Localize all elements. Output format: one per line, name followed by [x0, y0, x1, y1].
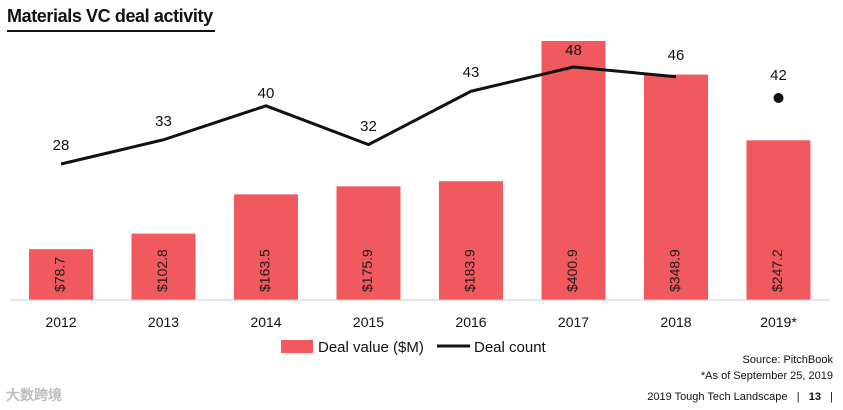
- bar-label-2012: $78.7: [52, 257, 68, 292]
- bar-label-2015: $175.9: [359, 249, 375, 292]
- legend: Deal value ($M) Deal count: [281, 339, 547, 356]
- bar-label-2014: $163.5: [257, 249, 273, 292]
- x-tick-2014: 2014: [250, 314, 281, 330]
- legend-label-deal-value: Deal value ($M): [318, 339, 424, 356]
- chart-title: Materials VC deal activity: [7, 6, 213, 26]
- bar-2019: [746, 140, 811, 300]
- count-label-2015: 32: [360, 118, 377, 135]
- bar-label-2013: $102.8: [154, 249, 170, 292]
- x-tick-2018: 2018: [660, 314, 691, 330]
- bar-label-2018: $348.9: [667, 249, 683, 292]
- count-label-2014: 40: [258, 85, 275, 102]
- bar-2013: [131, 233, 196, 300]
- report-name: 2019 Tough Tech Landscape: [647, 391, 788, 403]
- x-tick-labels: 2012 2013 2014 2015 2016 2017 2018 2019*: [45, 314, 797, 330]
- bar-2016: [439, 181, 503, 300]
- bar-2018: [644, 74, 708, 300]
- x-tick-2015: 2015: [353, 314, 384, 330]
- page-footer: 2019 Tough Tech Landscape | 13 |: [647, 391, 833, 403]
- x-tick-2017: 2017: [558, 314, 589, 330]
- bar-2015: [336, 186, 401, 300]
- footer-separator-end: |: [830, 391, 833, 403]
- count-data-labels: 28 33 40 32 43 48 46 42: [53, 42, 787, 154]
- count-label-2016: 43: [463, 64, 480, 81]
- bar-label-2019: $247.2: [769, 249, 785, 292]
- bar-data-labels: $78.7 $102.8 $163.5 $175.9 $183.9 $400.9 $348.…: [52, 249, 786, 292]
- bar-label-2017: $400.9: [564, 249, 580, 292]
- title-underline: [7, 30, 215, 32]
- count-line-series: [60, 65, 784, 166]
- x-tick-2013: 2013: [148, 314, 179, 330]
- asterisk-note: *As of September 25, 2019: [700, 370, 833, 382]
- legend-label-deal-count: Deal count: [474, 339, 547, 356]
- bar-2012: [29, 249, 93, 300]
- bar-2017: [541, 41, 606, 300]
- count-label-2012: 28: [53, 137, 70, 154]
- count-label-2017: 48: [565, 42, 582, 59]
- watermark: 大数跨境: [6, 387, 62, 403]
- legend-swatch-deal-value: [281, 340, 313, 353]
- count-label-2019: 42: [770, 67, 787, 84]
- x-tick-2019: 2019*: [760, 314, 797, 330]
- footer-separator: |: [796, 391, 800, 403]
- x-tick-2016: 2016: [455, 314, 486, 330]
- page-number: 13: [808, 391, 821, 403]
- count-label-2018: 46: [668, 47, 685, 64]
- source-note: Source: PitchBook: [742, 354, 834, 366]
- bar-2014: [234, 194, 298, 300]
- count-label-2013: 33: [155, 113, 172, 130]
- bar-label-2016: $183.9: [462, 249, 478, 292]
- deal-count-point-2019: [773, 93, 784, 103]
- bar-series: [29, 41, 811, 300]
- x-tick-2012: 2012: [45, 314, 76, 330]
- deal-count-line: [60, 65, 677, 166]
